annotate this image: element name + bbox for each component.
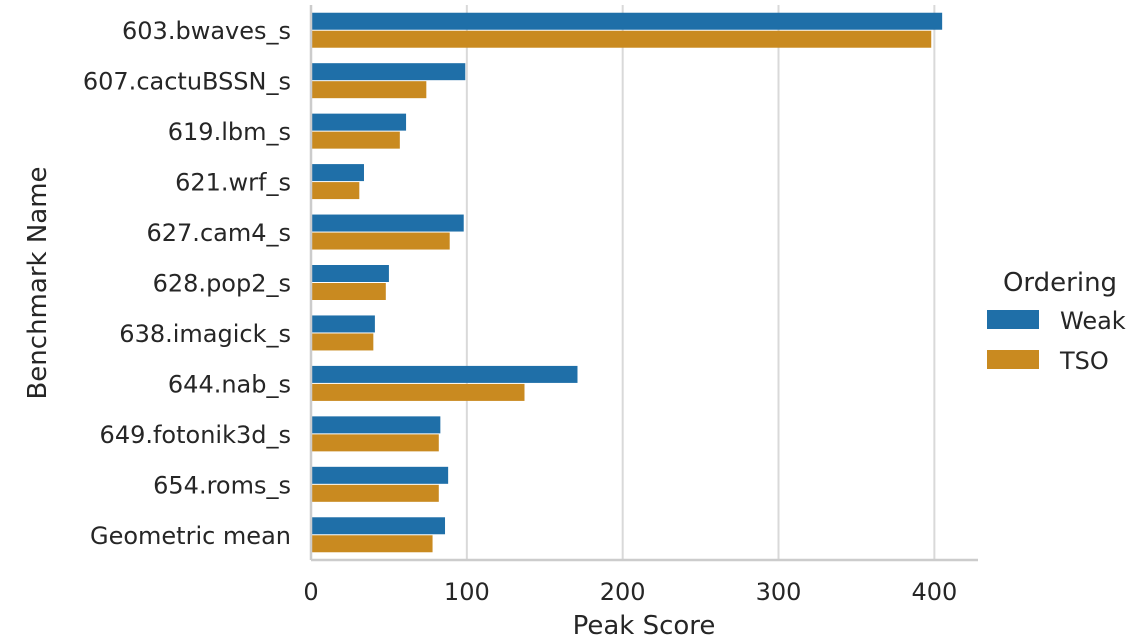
bar-tso [311, 182, 360, 200]
bar-weak [311, 164, 364, 182]
bar-tso [311, 434, 439, 452]
bar-weak [311, 365, 578, 383]
y-tick-label: 649.fotonik3d_s [100, 421, 291, 449]
bar-weak [311, 416, 441, 434]
legend-swatch-tso [987, 350, 1039, 369]
y-tick-label: 638.imagick_s [119, 320, 291, 348]
bar-tso [311, 131, 400, 149]
bar-weak [311, 63, 466, 81]
x-tick-label: 100 [444, 578, 490, 606]
bar-tso [311, 232, 450, 250]
x-tick-label: 300 [756, 578, 802, 606]
bars [311, 12, 943, 553]
bar-weak [311, 12, 943, 30]
bar-tso [311, 283, 386, 300]
y-tick-label: 627.cam4_s [147, 219, 292, 247]
y-tick-labels: 603.bwaves_s 607.cactuBSSN_s 619.lbm_s 621.… [83, 17, 291, 550]
y-tick-label: 621.wrf_s [175, 169, 291, 197]
bar-weak [311, 315, 375, 333]
y-axis-title: Benchmark Name [23, 166, 53, 399]
y-tick-label: 644.nab_s [168, 370, 291, 398]
bar-weak [311, 517, 446, 535]
bar-tso [311, 333, 374, 351]
bar-tso [311, 30, 932, 48]
y-tick-label: 603.bwaves_s [122, 17, 291, 45]
bar-tso [311, 81, 427, 99]
bar-weak [311, 466, 449, 484]
legend-label-weak: Weak [1060, 307, 1126, 335]
x-tick-labels: 0 100 200 300 400 [303, 578, 957, 606]
y-tick-label: 619.lbm_s [168, 118, 291, 146]
y-tick-label: 628.pop2_s [153, 270, 291, 298]
x-tick-label: 0 [303, 578, 318, 606]
y-tick-label: 654.roms_s [153, 471, 291, 499]
legend: Ordering Weak TSO [987, 268, 1126, 375]
legend-label-tso: TSO [1059, 347, 1109, 375]
x-axis-title: Peak Score [573, 611, 716, 641]
axes [309, 5, 978, 562]
bar-tso [311, 383, 525, 401]
bar-weak [311, 113, 407, 131]
bar-tso [311, 484, 439, 502]
y-tick-label: 607.cactuBSSN_s [83, 68, 291, 96]
bar-weak [311, 214, 464, 232]
y-tick-label: Geometric mean [90, 522, 291, 550]
grid-lines [465, 5, 936, 560]
bar-weak [311, 265, 389, 282]
x-tick-label: 400 [911, 578, 957, 606]
x-tick-label: 200 [600, 578, 646, 606]
legend-swatch-weak [987, 310, 1039, 329]
legend-title: Ordering [1003, 268, 1117, 298]
bar-tso [311, 535, 433, 553]
